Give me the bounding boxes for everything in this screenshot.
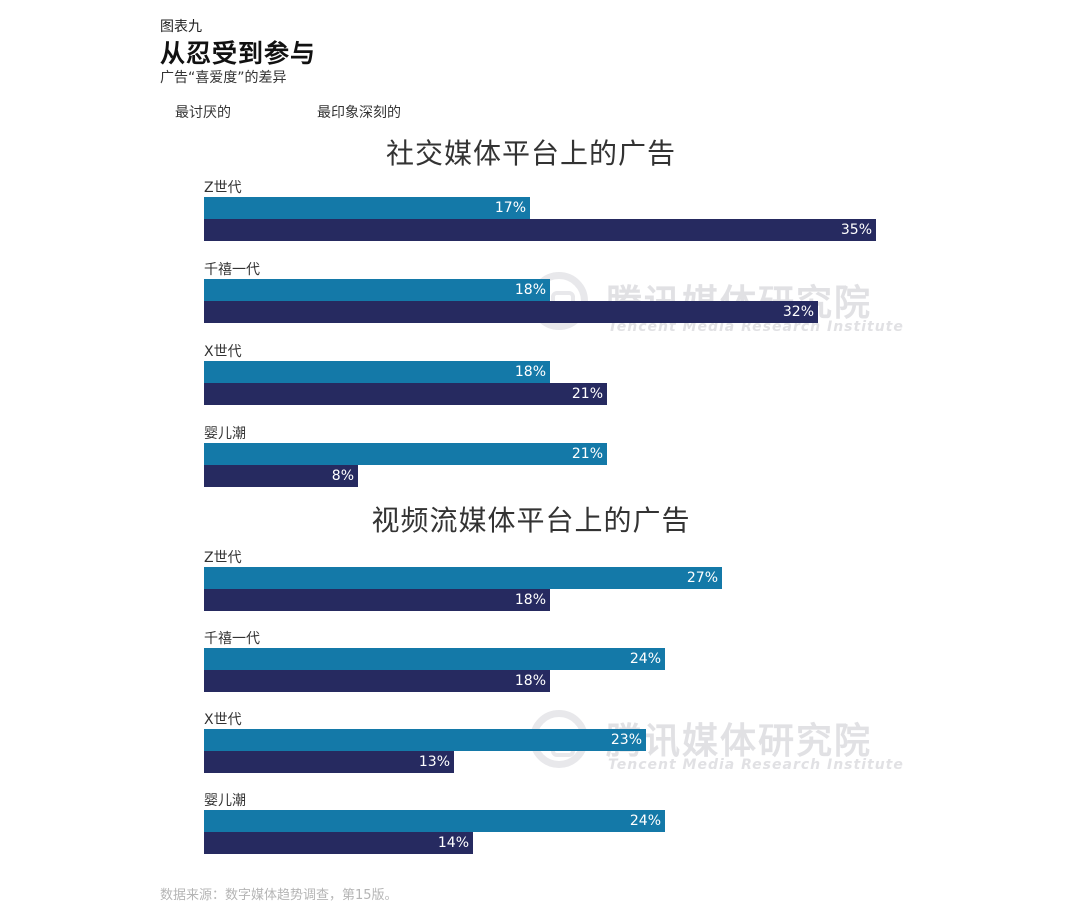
bar-most-disliked bbox=[204, 729, 646, 751]
category-label: Z世代 bbox=[204, 180, 242, 196]
bar-value-label: 18% bbox=[514, 673, 546, 689]
bar-value-label: 17% bbox=[494, 200, 526, 216]
page-subtitle: 广告“喜爱度”的差异 bbox=[160, 70, 287, 86]
bar-most-impressive bbox=[204, 832, 473, 854]
bar-value-label: 18% bbox=[514, 592, 546, 608]
bar-most-disliked bbox=[204, 648, 665, 670]
bar-value-label: 13% bbox=[418, 754, 450, 770]
bar-most-impressive bbox=[204, 219, 876, 241]
bar-most-disliked bbox=[204, 567, 722, 589]
category-label: X世代 bbox=[204, 344, 242, 360]
section-title: 社交媒体平台上的广告 bbox=[385, 137, 677, 170]
bar-value-label: 24% bbox=[629, 651, 661, 667]
bar-value-label: 14% bbox=[437, 835, 469, 851]
watermark-text-cn: 腾讯媒体研究院 bbox=[606, 721, 873, 762]
category-label: 婴儿潮 bbox=[204, 426, 246, 442]
legend-item-most-disliked: 最讨厌的 bbox=[160, 102, 231, 122]
bar-most-disliked bbox=[204, 361, 550, 383]
bar-most-disliked bbox=[204, 810, 665, 832]
bar-value-label: 21% bbox=[571, 446, 603, 462]
bar-most-impressive bbox=[204, 383, 607, 405]
page-title: 从忍受到参与 bbox=[160, 39, 317, 68]
bar-most-disliked bbox=[204, 443, 607, 465]
bar-most-impressive bbox=[204, 301, 818, 323]
bar-most-disliked bbox=[204, 279, 550, 301]
bar-value-label: 24% bbox=[629, 813, 661, 829]
watermark-text-en: Tencent Media Research Institute bbox=[608, 319, 904, 335]
category-label: 千禧一代 bbox=[204, 262, 260, 278]
bar-value-label: 23% bbox=[610, 732, 642, 748]
bar-most-impressive bbox=[204, 670, 550, 692]
bar-value-label: 18% bbox=[514, 282, 546, 298]
bar-value-label: 27% bbox=[686, 570, 718, 586]
bar-most-impressive bbox=[204, 751, 454, 773]
bar-most-impressive bbox=[204, 465, 358, 487]
bar-value-label: 35% bbox=[840, 222, 872, 238]
source-note: 数据来源：数字媒体趋势调查，第15版。 bbox=[160, 888, 398, 903]
bar-value-label: 32% bbox=[782, 304, 814, 320]
legend-label-most-disliked: 最讨厌的 bbox=[175, 105, 231, 121]
watermark-text-en: Tencent Media Research Institute bbox=[608, 757, 904, 773]
bar-most-disliked bbox=[204, 197, 530, 219]
legend-label-most-impressive: 最印象深刻的 bbox=[317, 105, 401, 121]
chart-label: 图表九 bbox=[160, 19, 202, 35]
bar-value-label: 21% bbox=[571, 386, 603, 402]
category-label: 婴儿潮 bbox=[204, 793, 246, 809]
legend-item-most-impressive: 最印象深刻的 bbox=[302, 102, 401, 122]
category-label: X世代 bbox=[204, 712, 242, 728]
legend-swatch-most-disliked bbox=[160, 108, 169, 117]
category-label: 千禧一代 bbox=[204, 631, 260, 647]
bar-value-label: 18% bbox=[514, 364, 546, 380]
bar-most-impressive bbox=[204, 589, 550, 611]
legend-swatch-most-impressive bbox=[302, 108, 311, 117]
bar-value-label: 8% bbox=[331, 468, 354, 484]
category-label: Z世代 bbox=[204, 550, 242, 566]
section-title: 视频流媒体平台上的广告 bbox=[371, 504, 691, 537]
